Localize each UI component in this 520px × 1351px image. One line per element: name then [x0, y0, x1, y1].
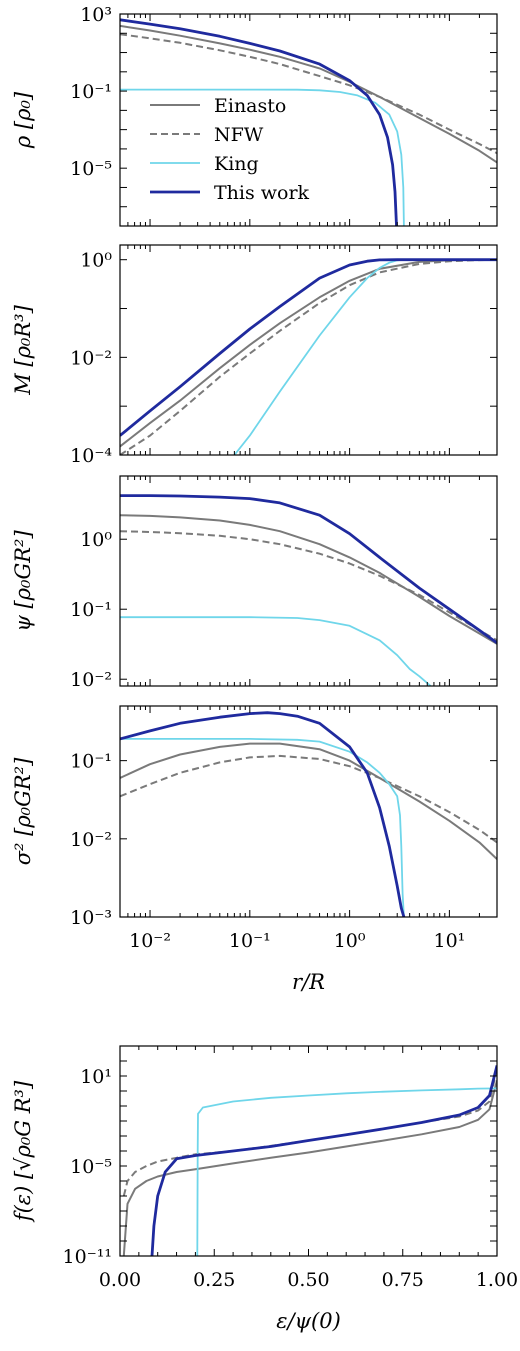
series-line-king — [120, 616, 432, 686]
y-tick-label: 10⁻⁵ — [70, 1156, 112, 1178]
plot-frame — [119, 705, 498, 918]
x-tick-label: 10⁻² — [129, 930, 171, 952]
y-tick-label: 10⁻⁵ — [70, 158, 112, 180]
series-line-king — [196, 1087, 497, 1256]
series-line-this_work — [120, 494, 497, 645]
ticks — [119, 706, 498, 918]
y-axis-label: M [ρ₀R³] — [11, 304, 35, 395]
plot-frame — [119, 244, 498, 456]
x-axis-label: ε/ψ(0) — [276, 1309, 341, 1333]
y-axis-label: f(ε) [√ρ₀G R³] — [11, 1080, 35, 1223]
y-tick-label: 10⁻³ — [70, 907, 112, 929]
panel-rho: 10³ 10⁻¹ 10⁻⁵ ρ [ρ₀] Einasto NFW King This work — [11, 4, 498, 227]
legend: Einasto NFW King This work — [150, 95, 310, 204]
panel-sigma2: 10⁻¹ 10⁻² 10⁻³ 10⁻² 10⁻¹ 10⁰ 10¹ σ² [ρ₀GR²] r/R — [11, 705, 498, 994]
series-line-king — [233, 258, 497, 455]
series-line-this_work — [120, 18, 398, 226]
y-tick-label: 10⁻¹ — [70, 81, 112, 103]
series-line-einasto — [122, 1080, 497, 1256]
legend-label-king: King — [214, 153, 259, 175]
x-tick-label: 10⁰ — [334, 930, 366, 952]
legend-label-this_work: This work — [214, 182, 310, 204]
series-line-nfw — [120, 754, 497, 844]
y-tick-label: 10⁻² — [70, 669, 112, 691]
series-line-einasto — [120, 742, 497, 860]
series-group — [122, 1065, 497, 1256]
series-line-einasto — [120, 514, 497, 645]
y-axis-label: ρ [ρ₀] — [11, 91, 35, 149]
ticks — [119, 1045, 498, 1257]
plot-frame — [119, 13, 498, 227]
panel-df: 10¹ 10⁻⁵ 10⁻¹¹0.00 0.25 0.50 0.75 1.00 f(ε) [√ρ… — [11, 1045, 518, 1333]
series-group — [120, 494, 497, 686]
legend-label-nfw: NFW — [214, 124, 264, 146]
series-line-nfw — [120, 530, 497, 642]
panel-mass: 10⁰ 10⁻² 10⁻⁴ M [ρ₀R³] — [11, 244, 498, 467]
plot-frame — [119, 1045, 498, 1257]
y-tick-label: 10³ — [80, 4, 112, 26]
x-axis-label: r/R — [292, 970, 325, 994]
x-tick-label: 0.50 — [287, 1269, 329, 1291]
y-tick-label: 10⁰ — [80, 250, 112, 272]
panel-psi: 10⁰ 10⁻¹ 10⁻² ψ [ρ₀GR²] — [11, 475, 498, 691]
y-tick-label: 10⁻¹¹ — [63, 1246, 112, 1268]
y-tick-label: 10⁻¹ — [70, 599, 112, 621]
series-line-nfw — [122, 1068, 497, 1197]
series-line-this_work — [120, 258, 497, 437]
series-line-nfw — [120, 33, 497, 155]
x-tick-label: 0.00 — [99, 1269, 141, 1291]
x-tick-label: 0.75 — [382, 1269, 424, 1291]
series-group — [120, 711, 497, 917]
series-line-nfw — [120, 258, 497, 455]
series-line-einasto — [120, 24, 497, 164]
y-tick-label: 10⁻² — [70, 347, 112, 369]
x-tick-label: 10¹ — [433, 930, 465, 952]
y-tick-label: 10⁰ — [80, 529, 112, 551]
y-axis-label: σ² [ρ₀GR²] — [11, 757, 35, 865]
y-tick-label: 10¹ — [80, 1066, 112, 1088]
y-tick-label: 10⁻⁴ — [70, 445, 112, 467]
x-tick-label: 1.00 — [476, 1269, 518, 1291]
series-group — [120, 18, 497, 226]
ticks — [119, 476, 498, 686]
y-axis-label: ψ [ρ₀GR²] — [11, 530, 35, 632]
x-tick-label: 0.25 — [193, 1269, 235, 1291]
series-group — [120, 258, 497, 455]
ticks — [119, 13, 498, 227]
plot-frame — [119, 475, 498, 687]
series-line-this_work — [150, 1065, 497, 1256]
series-line-this_work — [120, 711, 406, 917]
series-line-king — [120, 88, 405, 226]
legend-label-einasto: Einasto — [214, 95, 286, 117]
series-line-king — [120, 738, 405, 917]
y-tick-label: 10⁻² — [70, 829, 112, 851]
y-tick-label: 10⁻¹ — [70, 751, 112, 773]
x-tick-label: 10⁻¹ — [229, 930, 271, 952]
ticks — [119, 245, 498, 456]
